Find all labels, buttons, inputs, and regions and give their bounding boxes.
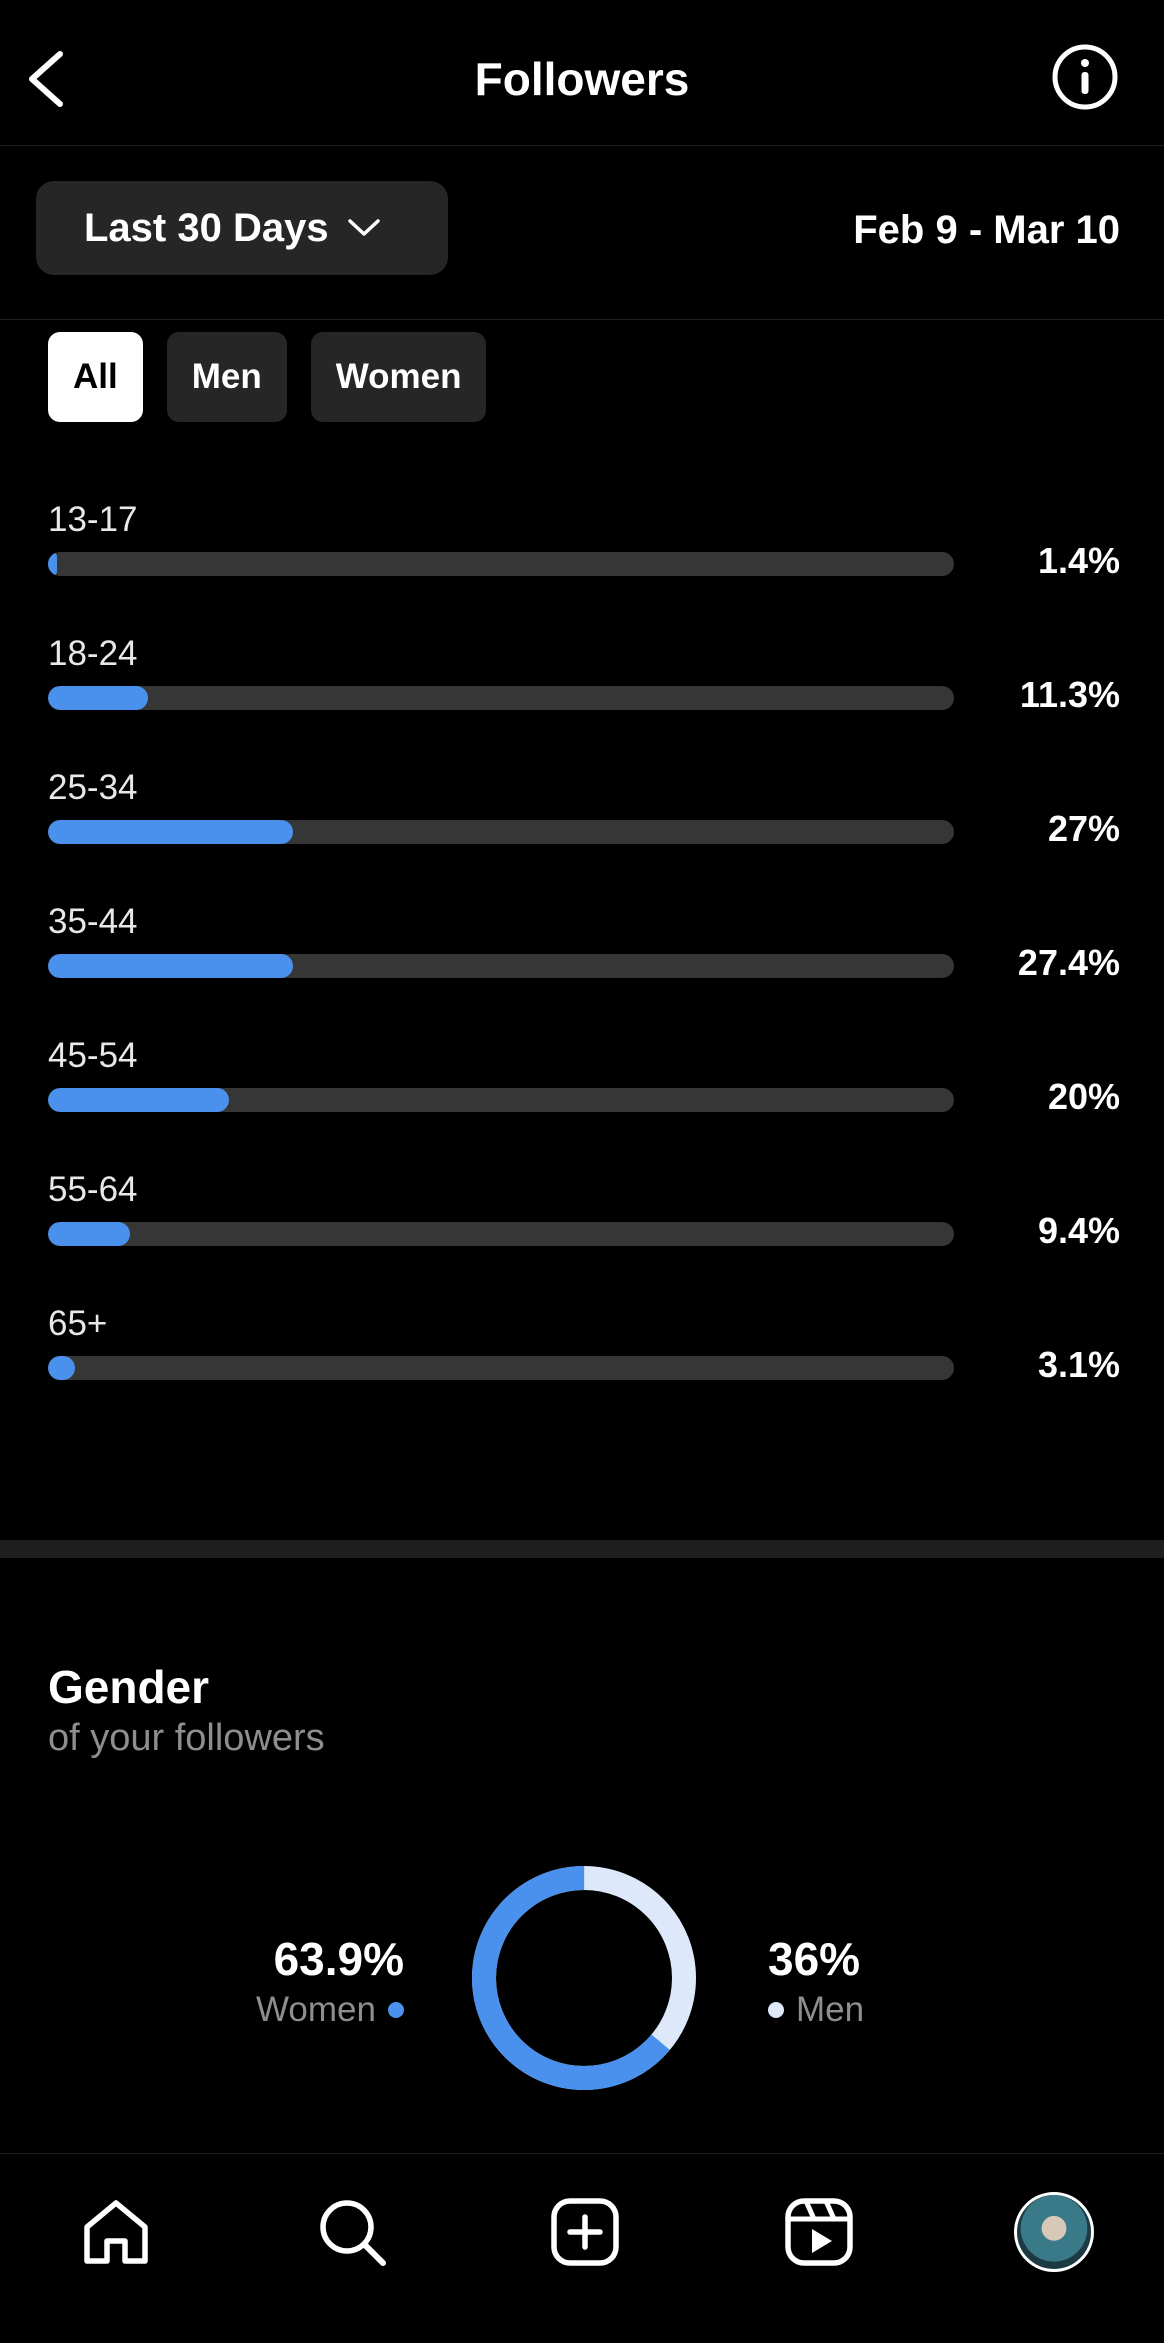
age-bar-fill [48, 1356, 76, 1380]
age-bar-fill [48, 820, 293, 844]
age-label: 35-44 [48, 902, 138, 941]
tab-search[interactable] [312, 2192, 392, 2272]
men-legend: Men [768, 1990, 864, 2030]
back-button[interactable] [22, 44, 92, 114]
age-percent: 11.3% [1019, 674, 1120, 715]
age-range-list: 13-17 1.4% 18-24 11.3% 25-34 27% 35-44 2… [48, 490, 1120, 1428]
gender-section-subtitle: of your followers [48, 1717, 325, 1759]
section-divider [0, 1540, 1164, 1558]
filter-chip-all[interactable]: All [48, 332, 143, 422]
women-percent: 63.9% [273, 1933, 404, 1985]
age-label: 13-17 [48, 500, 138, 539]
age-row-18-24: 18-24 11.3% [48, 624, 1120, 758]
age-row-25-34: 25-34 27% [48, 758, 1120, 892]
gender-women-stat: 63.9% Women [256, 1932, 404, 2030]
age-bar-track [48, 552, 954, 576]
gender-men-stat: 36% Men [768, 1932, 864, 2030]
gender-section-title: Gender [48, 1661, 210, 1713]
filter-chip-men[interactable]: Men [166, 332, 287, 422]
age-row-55-64: 55-64 9.4% [48, 1160, 1120, 1294]
info-button[interactable] [1050, 42, 1120, 112]
home-icon [84, 2200, 148, 2264]
age-row-65-plus: 65+ 3.1% [48, 1294, 1120, 1428]
profile-avatar [1014, 2192, 1094, 2272]
age-percent: 9.4% [1037, 1210, 1120, 1251]
gender-donut-chart [472, 1866, 696, 2090]
age-bar-fill [48, 1088, 230, 1112]
age-bar-track [48, 1222, 954, 1246]
age-row-13-17: 13-17 1.4% [48, 490, 1120, 624]
age-label: 55-64 [48, 1170, 138, 1209]
age-bar-track [48, 686, 954, 710]
search-icon [320, 2200, 386, 2266]
time-range-label: Last 30 Days [84, 205, 329, 250]
header: Followers [0, 0, 1164, 146]
tab-create[interactable] [545, 2192, 625, 2272]
date-range-bar: Last 30 Days Feb 9 - Mar 10 [0, 146, 1164, 320]
page-title: Followers [474, 53, 690, 105]
age-label: 45-54 [48, 1036, 138, 1075]
age-bar-track [48, 1356, 954, 1380]
chevron-down-icon [347, 219, 380, 236]
men-dot [768, 2002, 784, 2018]
age-row-45-54: 45-54 20% [48, 1026, 1120, 1160]
info-icon [1052, 44, 1118, 110]
chevron-left-icon [29, 51, 63, 107]
age-percent: 27% [1047, 808, 1120, 849]
date-range-text: Feb 9 - Mar 10 [853, 208, 1120, 252]
tab-profile[interactable] [1014, 2192, 1094, 2272]
time-range-dropdown[interactable]: Last 30 Days [36, 181, 448, 275]
age-percent: 20% [1047, 1076, 1120, 1117]
age-bar-track [48, 820, 954, 844]
gender-filter-chips: All Men Women [48, 332, 487, 422]
age-percent: 1.4% [1037, 540, 1120, 581]
women-legend: Women [256, 1990, 404, 2030]
age-bar-fill [48, 1222, 130, 1246]
age-label: 25-34 [48, 768, 138, 807]
men-percent: 36% [768, 1933, 861, 1985]
filter-chip-women[interactable]: Women [310, 332, 487, 422]
women-dot [388, 2002, 404, 2018]
bottom-tab-bar [0, 2153, 1164, 2343]
age-row-35-44: 35-44 27.4% [48, 892, 1120, 1026]
age-bar-track [48, 1088, 954, 1112]
tab-reels[interactable] [779, 2192, 859, 2272]
tab-home[interactable] [76, 2192, 156, 2272]
age-percent: 3.1% [1037, 1344, 1120, 1385]
age-percent: 27.4% [1017, 942, 1120, 983]
age-bar-fill [48, 552, 58, 576]
create-icon [551, 2198, 619, 2266]
men-label: Men [796, 1990, 865, 2029]
age-label: 18-24 [48, 634, 138, 673]
women-label: Women [256, 1990, 376, 2029]
age-bar-fill [48, 686, 148, 710]
age-bar-track [48, 954, 954, 978]
reels-icon [785, 2198, 853, 2266]
age-bar-fill [48, 954, 293, 978]
age-label: 65+ [48, 1304, 108, 1343]
